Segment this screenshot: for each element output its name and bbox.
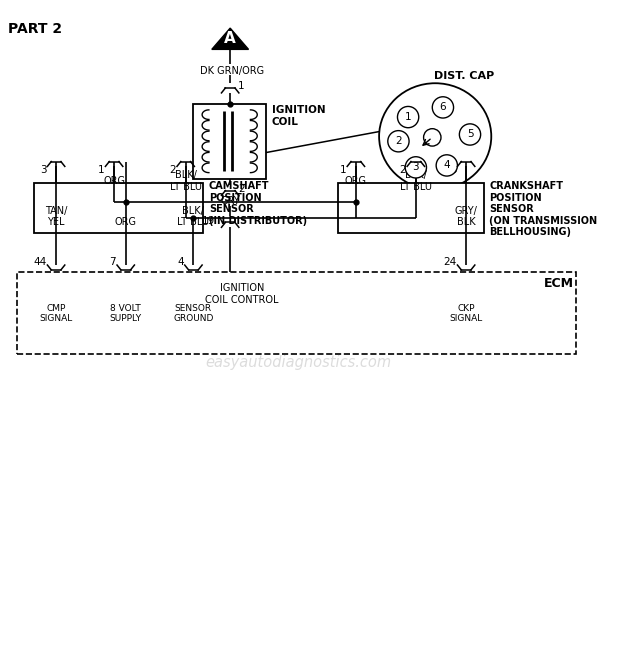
- Text: BLK/
LT BLU: BLK/ LT BLU: [170, 170, 201, 192]
- Text: 1: 1: [98, 166, 104, 176]
- Text: SENSOR
GROUND: SENSOR GROUND: [173, 304, 214, 323]
- Text: CAMSHAFT
POSITION
SENSOR
(IN DISTRIBUTOR): CAMSHAFT POSITION SENSOR (IN DISTRIBUTOR…: [209, 181, 307, 226]
- Text: DK GRN/ORG: DK GRN/ORG: [200, 66, 264, 76]
- Text: ORG: ORG: [103, 176, 125, 186]
- Circle shape: [388, 131, 409, 152]
- Text: 3: 3: [40, 166, 46, 176]
- Circle shape: [432, 97, 454, 118]
- Text: 4: 4: [177, 257, 184, 267]
- Text: PART 2: PART 2: [8, 22, 62, 36]
- Text: 44: 44: [33, 257, 46, 267]
- Text: CMP
SIGNAL: CMP SIGNAL: [40, 304, 73, 323]
- Text: 3: 3: [450, 166, 457, 176]
- Text: 8 VOLT
SUPPLY: 8 VOLT SUPPLY: [109, 304, 142, 323]
- Text: ECM: ECM: [543, 277, 574, 290]
- Text: TAN/
YEL: TAN/ YEL: [45, 205, 67, 228]
- Text: 5: 5: [467, 129, 473, 140]
- Polygon shape: [212, 28, 248, 49]
- Text: 1: 1: [405, 112, 412, 122]
- Text: 3: 3: [413, 162, 419, 172]
- Circle shape: [397, 107, 419, 127]
- Circle shape: [436, 155, 457, 176]
- Text: DIST. CAP: DIST. CAP: [434, 72, 494, 81]
- Text: IGNITION
COIL CONTROL: IGNITION COIL CONTROL: [205, 283, 279, 305]
- Text: easyautodiagnostics.com: easyautodiagnostics.com: [206, 355, 392, 370]
- Text: 1: 1: [238, 81, 245, 91]
- Text: 4: 4: [444, 161, 450, 170]
- Bar: [34, 183, 203, 233]
- Text: 6: 6: [439, 103, 446, 112]
- Text: ORG: ORG: [115, 217, 137, 228]
- Text: 7: 7: [109, 257, 116, 267]
- Text: 24: 24: [443, 257, 457, 267]
- Circle shape: [459, 124, 481, 145]
- Text: IGNITION
COIL: IGNITION COIL: [272, 105, 325, 127]
- Bar: [17, 272, 577, 354]
- Text: ORG: ORG: [345, 176, 367, 186]
- Bar: [193, 103, 266, 179]
- Text: CKP
SIGNAL: CKP SIGNAL: [449, 304, 483, 323]
- Text: CRANKSHAFT
POSITION
SENSOR
(ON TRANSMISSION
BELLHOUSING): CRANKSHAFT POSITION SENSOR (ON TRANSMISS…: [489, 181, 598, 237]
- Text: 19: 19: [201, 216, 214, 226]
- Text: GRY/
BLK: GRY/ BLK: [455, 205, 478, 228]
- Circle shape: [405, 157, 426, 178]
- Ellipse shape: [379, 83, 491, 190]
- Text: GRY: GRY: [221, 196, 240, 207]
- Text: 1: 1: [340, 166, 346, 176]
- Circle shape: [423, 129, 441, 146]
- Text: 2: 2: [400, 166, 406, 176]
- Bar: [339, 183, 483, 233]
- Text: BLK/
LT BLU: BLK/ LT BLU: [177, 205, 210, 228]
- Text: A: A: [224, 31, 236, 46]
- Text: 2: 2: [395, 136, 402, 146]
- Text: 2: 2: [169, 166, 176, 176]
- Text: 2: 2: [238, 184, 245, 194]
- Text: BLK/
LT BLU: BLK/ LT BLU: [400, 170, 432, 192]
